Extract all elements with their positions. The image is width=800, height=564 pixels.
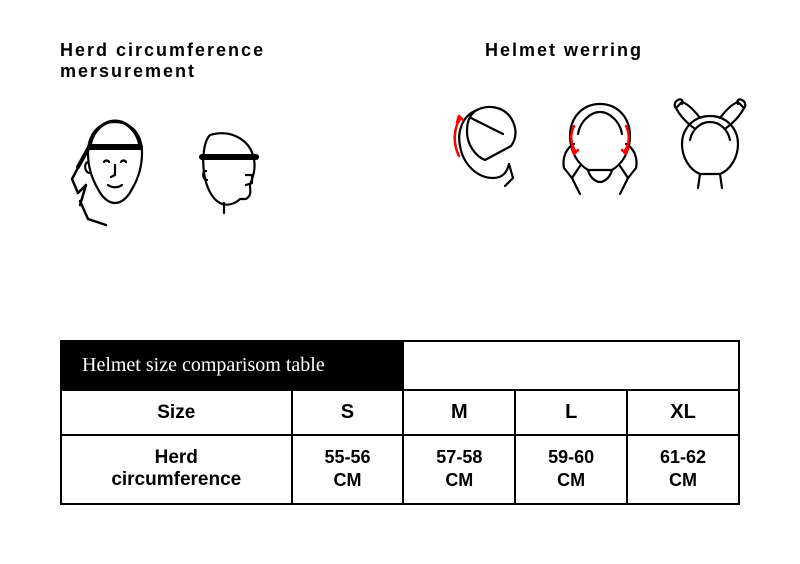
helmet-step1-icon <box>445 86 540 206</box>
size-cell: S <box>292 390 404 435</box>
size-table-container: Helmet size comparisom table Size S M L … <box>60 340 740 505</box>
circumference-cell: 61-62 CM <box>627 435 739 504</box>
size-cell: M <box>403 390 515 435</box>
circ-label-line2: circumference <box>111 469 241 490</box>
measurement-illustration <box>60 102 385 232</box>
head-front-icon <box>60 107 170 227</box>
table-title-empty <box>403 341 739 390</box>
helmet-step3-icon <box>660 86 760 206</box>
circumference-row-label: Herd circumference <box>61 435 292 504</box>
circumference-cell: 57-58 CM <box>403 435 515 504</box>
table-circumference-row: Herd circumference 55-56 CM 57-58 CM 59-… <box>61 435 739 504</box>
wearing-section: Helmet werring <box>445 40 770 232</box>
size-comparison-table: Helmet size comparisom table Size S M L … <box>60 340 740 505</box>
wearing-heading: Helmet werring <box>445 40 770 61</box>
size-cell: L <box>515 390 627 435</box>
wearing-illustration <box>445 81 770 211</box>
size-cell: XL <box>627 390 739 435</box>
head-side-icon <box>180 117 270 217</box>
circ-label-line1: Herd <box>155 447 198 468</box>
measurement-heading: Herd circumference mersurement <box>60 40 385 82</box>
helmet-step2-icon <box>550 86 650 206</box>
size-row-label: Size <box>61 390 292 435</box>
table-size-row: Size S M L XL <box>61 390 739 435</box>
measurement-section: Herd circumference mersurement <box>60 40 385 232</box>
table-title: Helmet size comparisom table <box>61 341 403 390</box>
circumference-cell: 55-56 CM <box>292 435 404 504</box>
table-title-row: Helmet size comparisom table <box>61 341 739 390</box>
circumference-cell: 59-60 CM <box>515 435 627 504</box>
